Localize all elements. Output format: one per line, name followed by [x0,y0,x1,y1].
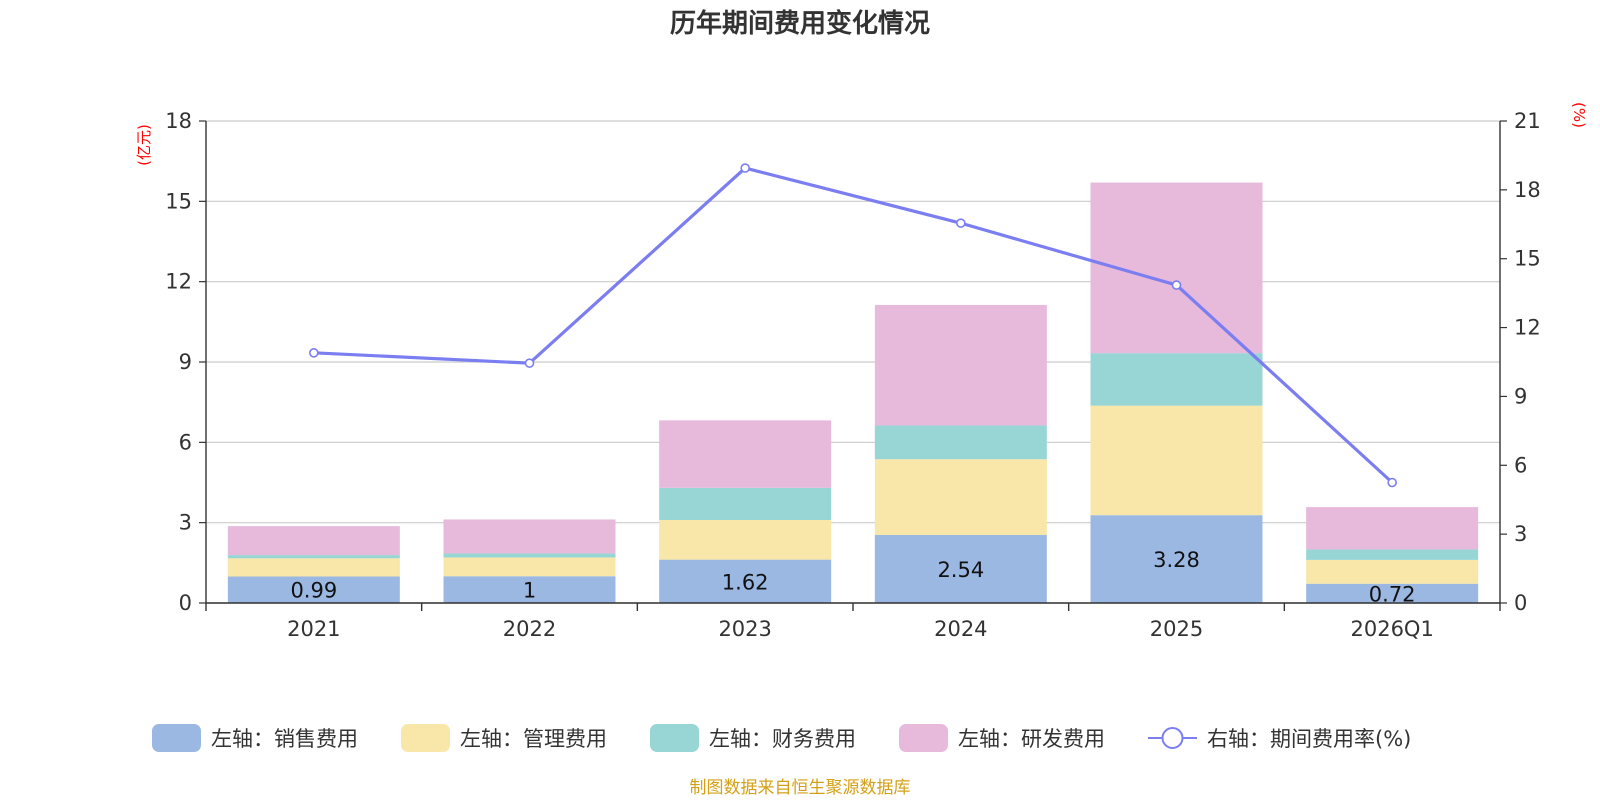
x-tick-label: 2022 [503,617,556,641]
rate-point [524,358,535,368]
bars [227,182,1479,603]
rate-line-path [313,166,1394,484]
x-tick-label: 2023 [718,617,771,641]
rate-line [309,163,1397,488]
right-tick-label: 12 [1514,316,1541,340]
left-tick-label: 18 [165,109,192,133]
rate-point [309,348,319,358]
x-tick-label: 2024 [934,617,987,641]
bar-segment [443,576,616,603]
right-tick-label: 0 [1514,591,1527,615]
left-tick-label: 3 [179,511,192,535]
right-tick-label: 18 [1514,178,1541,202]
legend-item: 左轴：管理费用 [401,724,607,752]
right-axis-ticks: 0 3 6 9 12 15 18 21 [1500,109,1541,615]
bar-segment [227,576,400,603]
bar-segment [659,487,832,520]
legend-label: 左轴：研发费用 [958,727,1105,751]
right-tick-label: 21 [1514,109,1541,133]
bar-segment [874,425,1047,460]
bar-value-label: 3.28 [1153,548,1200,572]
x-axis-ticks: 2021 2022 2023 2024 2025 2026Q1 [205,603,1501,641]
left-tick-label: 12 [165,270,192,294]
bar-segment [659,519,832,560]
legend-item: 右轴：期间费用率(%) [1148,727,1411,751]
bar-segment [1090,515,1263,603]
bar-value-label: 1.62 [722,570,769,594]
left-axis-ticks: 0 3 6 9 12 15 18 [165,109,206,615]
left-tick-label: 9 [179,350,192,374]
legend: 左轴：销售费用 左轴：管理费用 左轴：财务费用 左轴：研发费用 右轴：期间费用率(%) [152,724,1411,752]
source-note: 制图数据来自恒生聚源数据库 [690,778,911,798]
right-tick-label: 6 [1514,453,1527,477]
legend-label: 右轴：期间费用率(%) [1207,727,1411,751]
bar-segment [874,304,1047,426]
rate-point [956,218,966,228]
x-tick-label: 2025 [1150,617,1203,641]
bar-segment [443,557,616,577]
rate-point [740,163,750,173]
right-tick-label: 15 [1514,247,1541,271]
bar-segment [659,420,832,488]
legend-swatch [650,724,699,752]
bar-segment [227,555,400,559]
bar-segment [227,558,400,577]
legend-label: 左轴：管理费用 [460,727,607,751]
bar-segment [227,526,400,556]
left-tick-label: 6 [179,430,192,454]
bar-segment [1090,353,1263,406]
bar-segment [1306,583,1479,603]
bar-segment [874,534,1047,603]
chart-title: 历年期间费用变化情况 [670,8,930,39]
bar-value-label: 0.99 [290,579,337,603]
legend-item: 左轴：研发费用 [899,724,1105,752]
left-tick-label: 0 [179,591,192,615]
legend-swatch [152,724,201,752]
bar-segment [1306,559,1479,584]
rate-point [1171,280,1182,290]
bar-value-label: 2.54 [937,558,984,582]
right-tick-label: 9 [1514,384,1527,408]
x-tick-label: 2021 [287,617,340,641]
bar-segment [443,519,616,554]
legend-swatch [899,724,948,752]
bar-segment [1090,405,1263,516]
legend-swatch [401,724,450,752]
bar-segment [874,459,1047,535]
bar-segment [1306,549,1479,560]
legend-item: 左轴：销售费用 [152,724,358,752]
bar-segment [443,553,616,558]
legend-item: 左轴：财务费用 [650,724,856,752]
legend-label: 左轴：销售费用 [211,727,358,751]
x-tick-label: 2026Q1 [1350,617,1433,641]
grid [206,120,1500,604]
rate-point [1387,477,1397,488]
right-tick-label: 3 [1514,522,1527,546]
bar-value-label: 1 [523,579,536,603]
bar-segment [659,559,832,603]
bar-segment [1306,507,1479,550]
left-tick-label: 15 [165,189,192,213]
left-axis-unit: (亿元) [135,124,153,166]
right-axis-unit: (%) [1570,102,1588,128]
legend-label: 左轴：财务费用 [709,727,856,751]
legend-marker [1161,727,1184,749]
